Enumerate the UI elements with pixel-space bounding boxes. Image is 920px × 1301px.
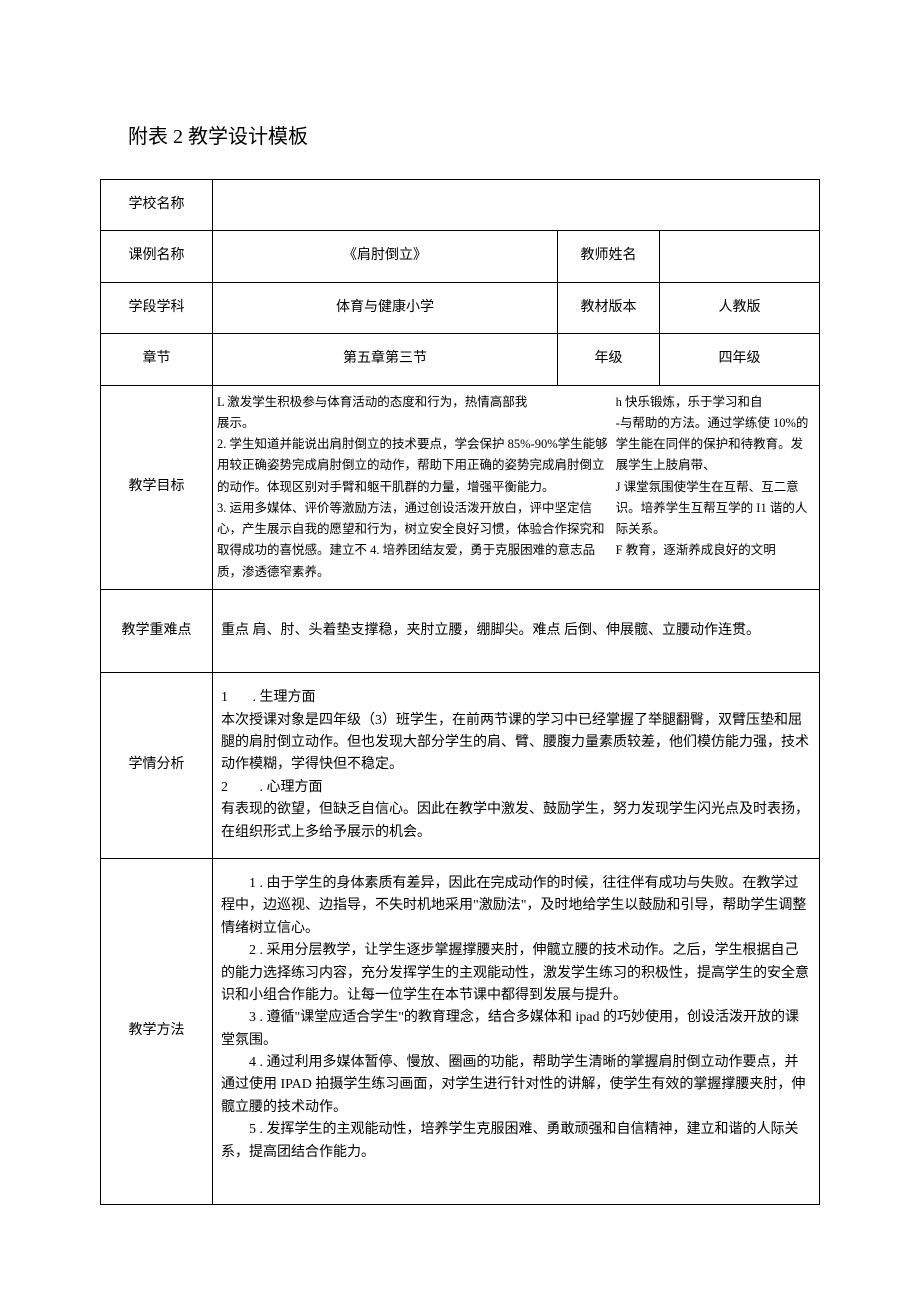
goals-left-column: L 激发学生积极参与体育活动的态度和行为，热情高部我 展示。 2. 学生知道并能…: [217, 392, 612, 583]
table-row: 学段学科 体育与健康小学 教材版本 人教版: [101, 282, 820, 333]
label-grade: 年级: [557, 334, 659, 385]
table-row: 教学重难点 重点 肩、肘、头着垫支撑稳，夹肘立腰，绷脚尖。难点 后倒、伸展髋、立…: [101, 589, 820, 672]
method-p3: 3 . 遵循"课堂应适合学生"的教育理念，结合多媒体和 ipad 的巧妙使用，创…: [221, 1007, 811, 1052]
label-chapter: 章节: [101, 334, 213, 385]
table-row: 学情分析 1 . 生理方面 本次授课对象是四年级（3）班学生，在前两节课的学习中…: [101, 673, 820, 859]
teaching-method-content: 1 . 由于学生的身体素质有差异，因此在完成动作的时候，往往伴有成功与失败。在教…: [213, 858, 820, 1204]
value-lesson-name: 《肩肘倒立》: [213, 231, 558, 282]
value-textbook-version: 人教版: [659, 282, 819, 333]
value-teacher-name: [659, 231, 819, 282]
label-key-difficulty: 教学重难点: [101, 589, 213, 672]
table-row: 教学方法 1 . 由于学生的身体素质有差异，因此在完成动作的时候，往往伴有成功与…: [101, 858, 820, 1204]
label-stage-subject: 学段学科: [101, 282, 213, 333]
student-analysis-content: 1 . 生理方面 本次授课对象是四年级（3）班学生，在前两节课的学习中已经掌握了…: [213, 673, 820, 859]
table-row: 章节 第五章第三节 年级 四年级: [101, 334, 820, 385]
value-grade: 四年级: [659, 334, 819, 385]
label-textbook-version: 教材版本: [557, 282, 659, 333]
label-lesson-name: 课例名称: [101, 231, 213, 282]
section1-title: . 生理方面: [253, 690, 316, 705]
lesson-plan-table: 学校名称 课例名称 《肩肘倒立》 教师姓名 学段学科 体育与健康小学 教材版本 …: [100, 179, 820, 1205]
section2-body: 有表现的欲望，但缺乏自信心。因此在教学中激发、鼓励学生，努力发现学生闪光点及时表…: [221, 799, 811, 844]
label-teaching-goals: 教学目标: [101, 385, 213, 589]
method-p1: 1 . 由于学生的身体素质有差异，因此在完成动作的时候，往往伴有成功与失败。在教…: [221, 873, 811, 940]
label-student-analysis: 学情分析: [101, 673, 213, 859]
value-school-name: [213, 180, 820, 231]
section1-body: 本次授课对象是四年级（3）班学生，在前两节课的学习中已经掌握了举腿翻臀，双臂压垫…: [221, 710, 811, 777]
teaching-goals-content: L 激发学生积极参与体育活动的态度和行为，热情高部我 展示。 2. 学生知道并能…: [213, 385, 820, 589]
value-chapter: 第五章第三节: [213, 334, 558, 385]
goals-right-column: h 快乐锻炼，乐于学习和自 -与帮助的方法。通过学练使 10%的学生能在同伴的保…: [612, 392, 815, 583]
value-stage-subject: 体育与健康小学: [213, 282, 558, 333]
section2-title: . 心理方面: [260, 780, 323, 795]
label-school-name: 学校名称: [101, 180, 213, 231]
table-row: 教学目标 L 激发学生积极参与体育活动的态度和行为，热情高部我 展示。 2. 学…: [101, 385, 820, 589]
method-p4: 4 . 通过利用多媒体暂停、慢放、圈画的功能，帮助学生清晰的掌握肩肘倒立动作要点…: [221, 1052, 811, 1119]
key-difficulty-content: 重点 肩、肘、头着垫支撑稳，夹肘立腰，绷脚尖。难点 后倒、伸展髋、立腰动作连贯。: [213, 589, 820, 672]
label-teaching-method: 教学方法: [101, 858, 213, 1204]
section1-num: 1: [221, 690, 228, 705]
method-p2: 2 . 采用分层教学，让学生逐步掌握撑腰夹肘，伸髋立腰的技术动作。之后，学生根据…: [221, 940, 811, 1007]
document-title: 附表 2 教学设计模板: [100, 120, 820, 149]
table-row: 课例名称 《肩肘倒立》 教师姓名: [101, 231, 820, 282]
section2-num: 2: [221, 780, 228, 795]
table-row: 学校名称: [101, 180, 820, 231]
label-teacher-name: 教师姓名: [557, 231, 659, 282]
method-p5: 5 . 发挥学生的主观能动性，培养学生克服困难、勇敢顽强和自信精神，建立和谐的人…: [221, 1119, 811, 1164]
